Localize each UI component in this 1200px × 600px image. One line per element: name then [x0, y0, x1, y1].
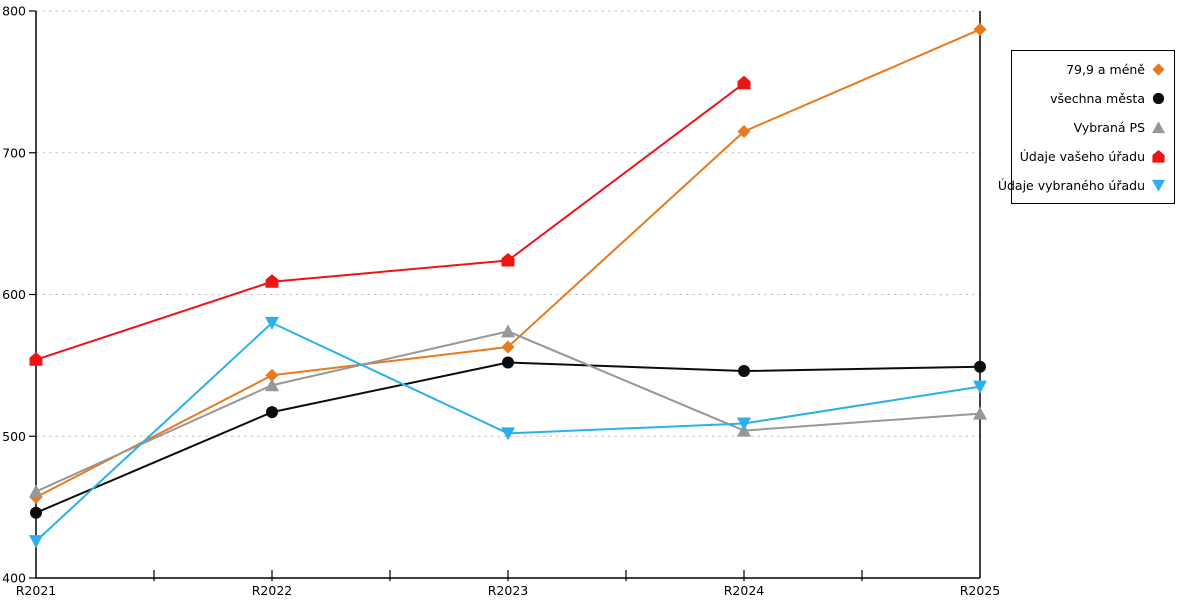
- data-point-pentagon: [501, 252, 515, 267]
- diamond-icon: [1151, 62, 1166, 77]
- data-point-circle: [502, 356, 514, 369]
- y-tick-label: 500: [2, 429, 26, 444]
- data-point-triangle-down: [265, 316, 279, 330]
- data-point-circle: [266, 406, 278, 419]
- legend-label: Údaje vybraného úřadu: [997, 178, 1145, 193]
- y-tick-label: 800: [2, 4, 26, 19]
- triangle-up-icon: [1151, 120, 1166, 135]
- x-tick-label: R2023: [488, 583, 529, 598]
- legend-label: Vybraná PS: [1073, 120, 1145, 135]
- data-point-diamond: [501, 340, 515, 354]
- data-point-triangle-up: [29, 484, 43, 498]
- legend-label: 79,9 a méně: [1066, 62, 1145, 77]
- y-tick-label: 600: [2, 287, 26, 302]
- triangle-down-icon: [1151, 178, 1166, 193]
- data-point-circle: [974, 360, 986, 373]
- x-tick-label: R2021: [16, 583, 57, 598]
- legend-item-vybrana-ps: Vybraná PS: [1012, 113, 1174, 142]
- data-point-triangle-down: [737, 417, 751, 431]
- data-point-pentagon: [29, 352, 43, 366]
- x-tick-label: R2025: [960, 583, 1001, 598]
- data-point-diamond: [737, 124, 751, 138]
- data-point-triangle-down: [973, 380, 987, 394]
- data-point-triangle-up: [501, 324, 515, 338]
- data-point-triangle-down: [501, 427, 515, 441]
- circle-icon: [1151, 91, 1166, 106]
- data-point-triangle-up: [973, 406, 987, 420]
- x-tick-label: R2022: [252, 583, 293, 598]
- data-point-diamond: [973, 22, 987, 36]
- legend-item-udaje-vybraneho-uradu: Údaje vybraného úřadu: [998, 171, 1174, 200]
- legend: 79,9 a méně všechna města Vybraná PS Úda…: [998, 50, 1175, 204]
- data-point-diamond: [265, 368, 279, 382]
- legend-item-udaje-vaseho-uradu: Údaje vašeho úřadu: [1012, 142, 1174, 171]
- x-tick-label: R2024: [724, 583, 765, 598]
- y-tick-label: 400: [2, 571, 26, 586]
- y-tick-label: 700: [2, 145, 26, 160]
- legend-label: všechna města: [1050, 91, 1145, 106]
- data-point-circle: [30, 506, 42, 519]
- data-point-circle: [738, 365, 750, 378]
- data-point-pentagon: [265, 274, 279, 288]
- data-point-pentagon: [737, 75, 751, 90]
- data-point-triangle-up: [265, 378, 279, 392]
- series-line-3: [35, 82, 745, 361]
- legend-label: Údaje vašeho úřadu: [1019, 149, 1145, 164]
- pentagon-icon: [1151, 149, 1166, 164]
- legend-item-vsechna-mesta: všechna města: [1012, 84, 1174, 113]
- data-point-triangle-down: [29, 535, 43, 549]
- legend-item-79-9-a-mene: 79,9 a méně: [1012, 55, 1174, 84]
